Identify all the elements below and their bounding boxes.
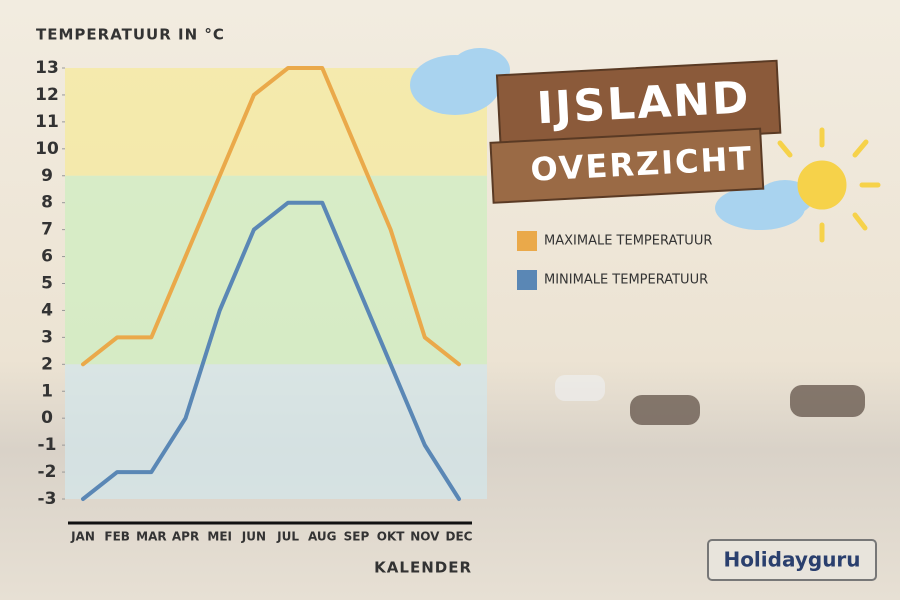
y-tick-label: -1 <box>38 435 57 455</box>
x-tick-label: NOV <box>410 530 440 544</box>
brand-logo: Holidayguru <box>707 539 877 581</box>
x-tick-label: FEB <box>104 530 130 544</box>
title-sign: IJSLAND OVERZICHT <box>489 59 782 204</box>
x-tick-label: AUG <box>308 530 337 544</box>
y-tick-label: -2 <box>38 462 57 482</box>
x-tick-label: SEP <box>344 530 370 544</box>
temperature-band <box>65 364 487 499</box>
legend-swatch <box>517 270 537 290</box>
y-tick-label: 7 <box>41 220 53 240</box>
x-tick-label: OKT <box>377 530 406 544</box>
sun <box>777 127 881 243</box>
chart-title: IJSLAND <box>535 72 751 134</box>
line-series <box>81 200 461 501</box>
legend-label: MINIMALE TEMPERATUUR <box>544 273 708 288</box>
legend-swatch <box>517 231 537 251</box>
x-tick-label: JUL <box>276 530 299 544</box>
clouds <box>410 48 813 230</box>
y-axis-label: TEMPERATUUR IN °C <box>36 26 225 44</box>
temperature-band <box>65 175 487 365</box>
y-tick-label: 12 <box>35 85 59 105</box>
y-tick-label: 10 <box>35 139 59 159</box>
x-axis-label: KALENDER <box>374 559 472 577</box>
y-tick-label: 9 <box>41 166 53 186</box>
x-tick-label: MAR <box>136 530 166 544</box>
y-tick-label: 4 <box>41 300 53 320</box>
y-tick-label: 0 <box>41 408 53 428</box>
x-tick-label: JUN <box>241 530 266 544</box>
x-tick-label: APR <box>172 530 199 544</box>
y-tick-label: 11 <box>35 112 59 132</box>
y-tick-label: 13 <box>35 58 59 78</box>
line-series <box>81 66 461 367</box>
y-tick-label: 1 <box>41 381 53 401</box>
x-tick-label: DEC <box>445 530 472 544</box>
ponies <box>555 375 865 425</box>
y-tick-label: 5 <box>41 274 53 294</box>
y-tick-label: 2 <box>41 354 53 374</box>
y-tick-label: 8 <box>41 193 53 213</box>
x-tick-label: MEI <box>207 530 232 544</box>
y-tick-label: 6 <box>41 247 53 267</box>
brand-name: Holidayguru <box>723 548 860 572</box>
y-tick-label: -3 <box>38 489 57 509</box>
legend-label: MAXIMALE TEMPERATUUR <box>544 234 712 249</box>
x-tick-label: JAN <box>70 530 95 544</box>
y-tick-label: 3 <box>41 327 53 347</box>
